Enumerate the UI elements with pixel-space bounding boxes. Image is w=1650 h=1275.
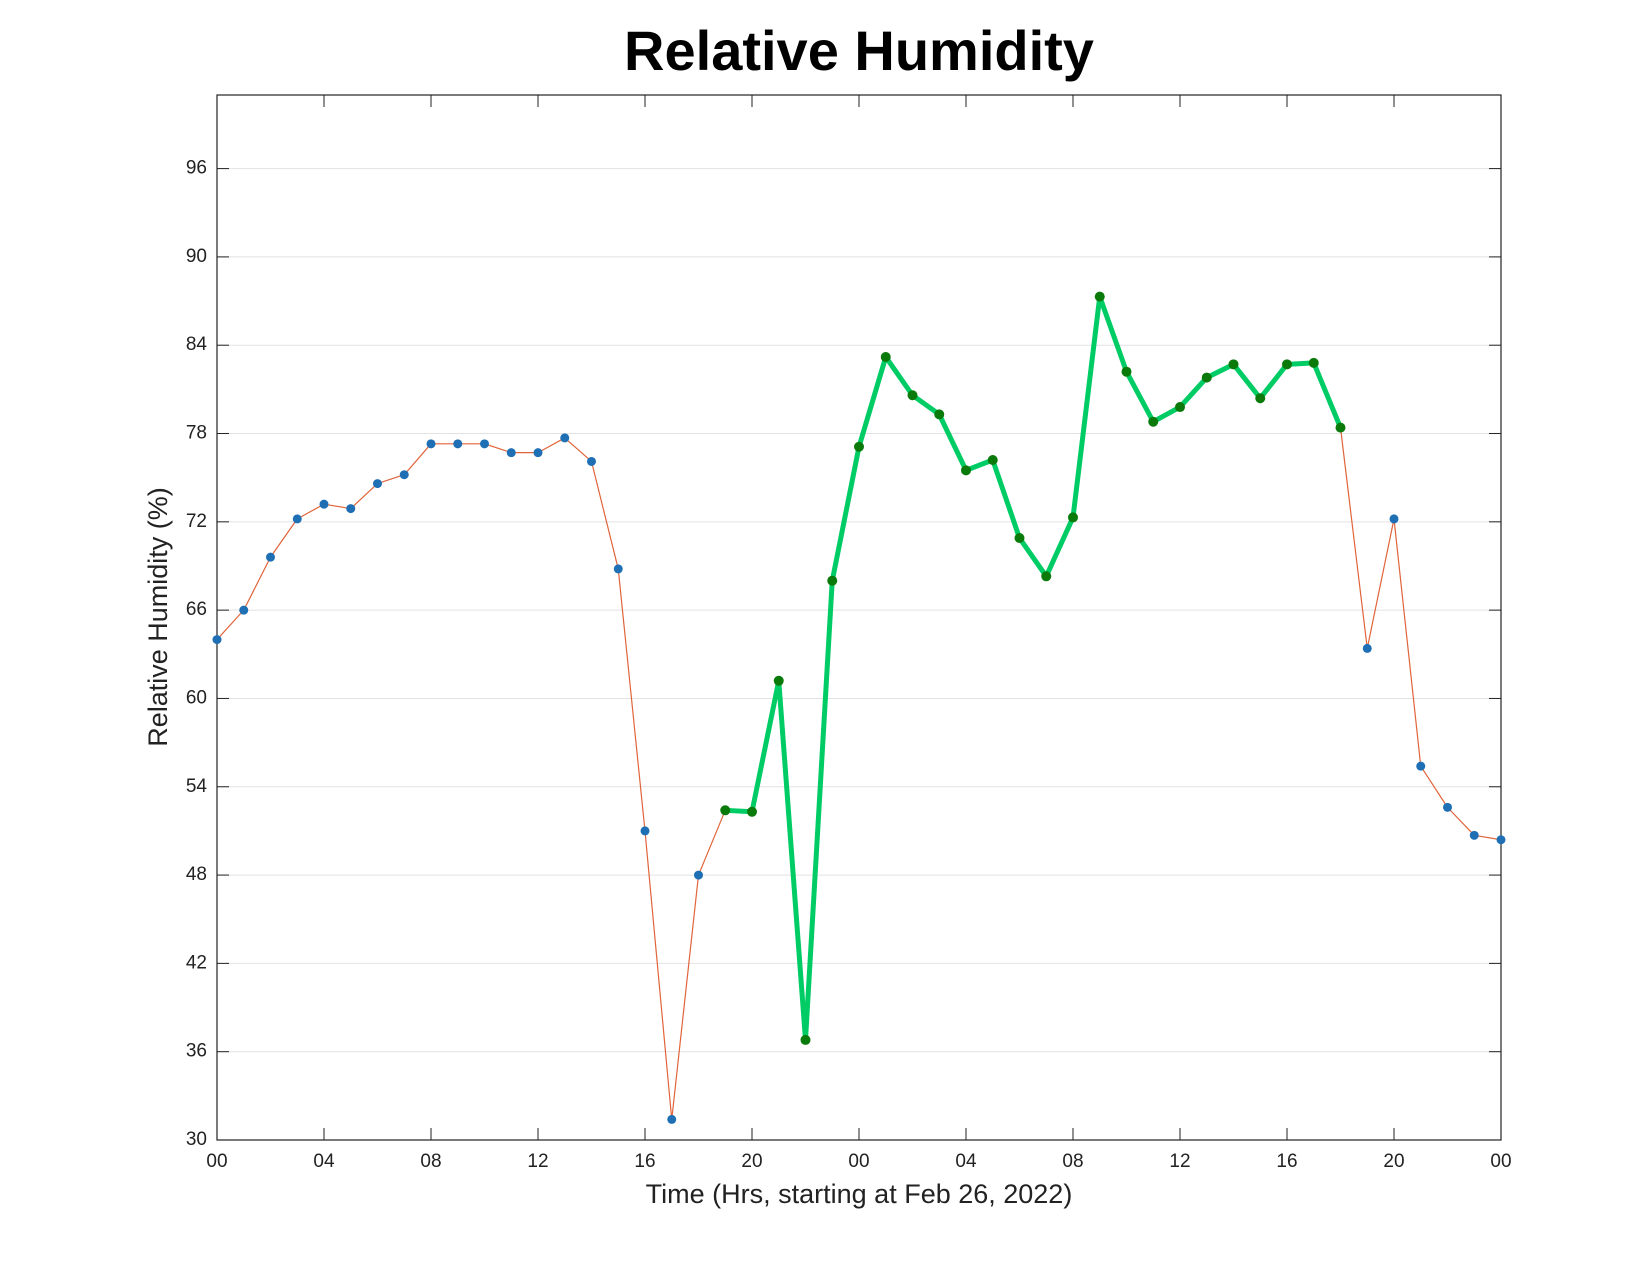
- y-tick-label: 54: [186, 776, 208, 797]
- marker: [1416, 761, 1426, 771]
- marker: [560, 433, 570, 443]
- line: [216, 296, 1502, 1120]
- x-tick-label: 00: [1490, 1151, 1511, 1172]
- marker: [827, 575, 838, 586]
- marker: [1121, 366, 1132, 377]
- x-tick-label: 12: [1169, 1151, 1190, 1172]
- x-axis-label: Time (Hrs, starting at Feb 26, 2022): [646, 1179, 1073, 1209]
- marker: [1469, 830, 1479, 840]
- marker: [640, 826, 650, 836]
- marker: [266, 552, 275, 562]
- x-tick-label: 12: [527, 1151, 548, 1172]
- y-tick-label: 60: [186, 687, 207, 708]
- marker: [1282, 359, 1292, 370]
- marker: [613, 564, 623, 574]
- x-tick-label: 16: [634, 1151, 655, 1172]
- y-tick-label: 42: [186, 952, 207, 973]
- x-tick-label: 16: [1276, 1151, 1297, 1172]
- marker: [907, 390, 918, 401]
- marker: [1443, 802, 1452, 812]
- x-tick-label: 04: [313, 1151, 335, 1172]
- marker: [773, 675, 784, 686]
- marker: [533, 448, 543, 458]
- marker: [1094, 291, 1105, 302]
- marker: [292, 514, 302, 524]
- marker: [1496, 835, 1506, 845]
- marker: [1175, 402, 1185, 413]
- y-tick-label: 66: [186, 599, 207, 620]
- marker: [506, 448, 516, 458]
- marker: [987, 455, 998, 466]
- marker: [800, 1034, 811, 1045]
- marker: [1201, 372, 1212, 383]
- x-tick-label: 08: [420, 1151, 441, 1172]
- marker: [1308, 357, 1319, 368]
- marker: [373, 479, 382, 489]
- marker: [1389, 514, 1399, 524]
- x-tick-label: 00: [848, 1151, 869, 1172]
- marker: [854, 441, 864, 452]
- marker: [426, 439, 436, 449]
- marker: [1228, 359, 1239, 370]
- y-tick-label: 90: [186, 246, 207, 267]
- marker: [399, 470, 409, 480]
- x-tick-label: 08: [1062, 1151, 1083, 1172]
- y-tick-label: 36: [186, 1041, 207, 1062]
- y-tick-label: 84: [186, 334, 208, 355]
- plot-frame: [216, 94, 1502, 1141]
- marker: [239, 605, 249, 615]
- y-tick-label: 30: [186, 1129, 207, 1150]
- marker: [480, 439, 489, 449]
- marker: [667, 1114, 677, 1124]
- line: [725, 294, 1343, 1043]
- x-tick-label: 04: [955, 1151, 977, 1172]
- y-tick-label: 48: [186, 864, 207, 885]
- marker: [747, 806, 757, 817]
- marker: [1335, 422, 1346, 433]
- marker: [319, 499, 329, 509]
- y-tick-label: 78: [186, 423, 207, 444]
- y-tick-label: 72: [186, 511, 207, 532]
- marker: [1255, 393, 1266, 404]
- marker: [346, 504, 356, 514]
- marker: [720, 805, 731, 816]
- marker: [880, 351, 891, 362]
- marker: [1362, 643, 1372, 653]
- marker: [694, 870, 703, 880]
- marker: [934, 409, 945, 420]
- x-tick-label: 20: [1383, 1151, 1404, 1172]
- y-tick-label: 96: [186, 158, 207, 179]
- marker: [961, 465, 971, 476]
- marker: [1148, 416, 1159, 427]
- marker: [1041, 571, 1052, 582]
- marker: [212, 635, 222, 645]
- marker: [587, 456, 596, 466]
- marker: [1014, 533, 1025, 544]
- x-tick-label: 20: [741, 1151, 762, 1172]
- marker: [1068, 512, 1078, 523]
- chart-title: Relative Humidity: [624, 19, 1094, 82]
- marker: [453, 439, 463, 449]
- y-axis-label: Relative Humidity (%): [143, 487, 173, 747]
- x-tick-label: 00: [206, 1151, 227, 1172]
